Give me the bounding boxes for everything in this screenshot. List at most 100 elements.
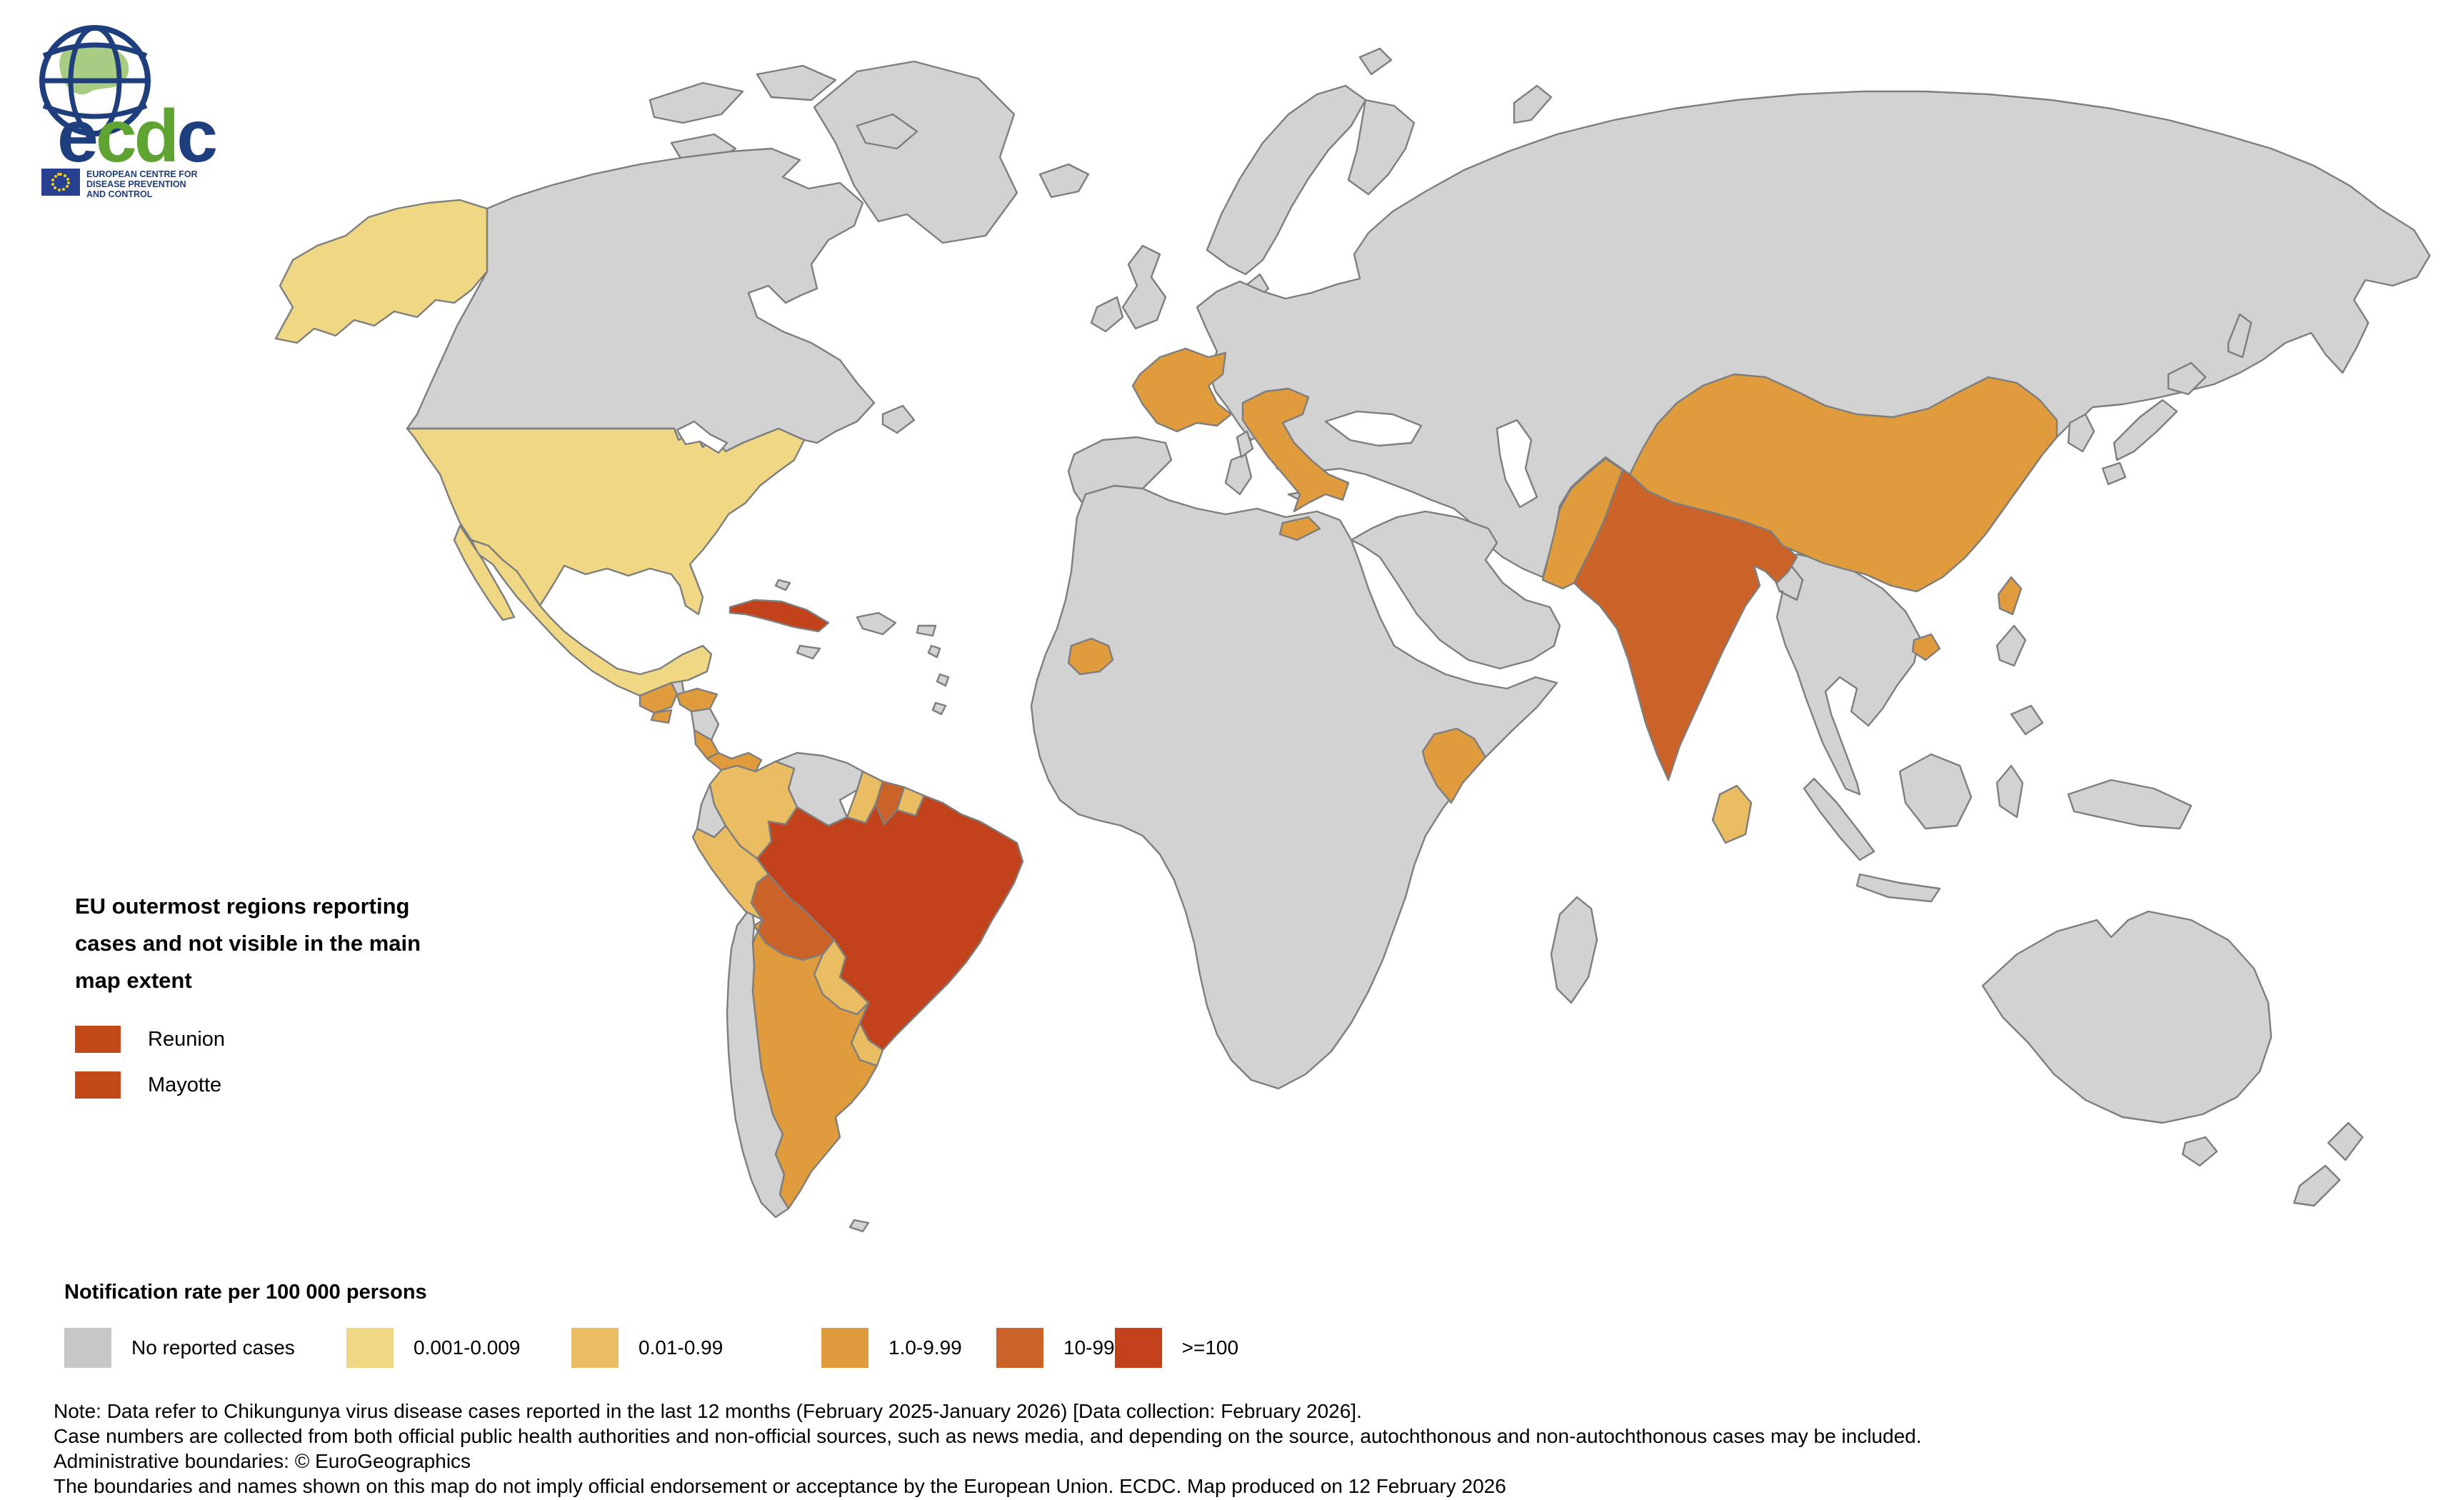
category-label: 10-99 xyxy=(1063,1336,1115,1359)
island-tasmania xyxy=(2181,1136,2218,1167)
logo-subtitle-line2: DISEASE PREVENTION xyxy=(86,179,186,189)
island-sicily xyxy=(1278,516,1321,541)
country-ireland xyxy=(1090,296,1124,333)
legend-item: No reported cases xyxy=(64,1328,346,1368)
island-corsica xyxy=(1236,430,1254,459)
country-china xyxy=(1628,373,2058,593)
new-zealand-south xyxy=(2293,1164,2341,1207)
country-el-salvador xyxy=(650,709,673,724)
inset-title-line: cases and not visible in the main xyxy=(75,931,421,956)
legend-items: No reported cases 0.001-0.009 0.01-0.99 … xyxy=(64,1328,2421,1368)
country-kenya xyxy=(1421,727,1487,804)
logo-subtitle-line3: AND CONTROL xyxy=(86,189,153,199)
indonesia-sumatra xyxy=(1803,777,1875,861)
country-sri-lanka xyxy=(1711,784,1753,844)
legend-item: 1.0-9.99 xyxy=(821,1328,996,1368)
philippines-mindanao xyxy=(2010,704,2044,736)
category-color-swatch xyxy=(571,1328,618,1368)
country-greenland xyxy=(813,60,1018,244)
country-honduras xyxy=(676,687,718,713)
island-novaya-zemlya xyxy=(1513,84,1553,124)
country-taiwan xyxy=(1997,576,2023,616)
legend-item: 10-99 xyxy=(996,1328,1115,1368)
country-italy xyxy=(1241,387,1350,513)
country-japan-honshu xyxy=(2113,399,2178,461)
map-legend: Notification rate per 100 000 persons No… xyxy=(64,1281,2421,1368)
continent-africa xyxy=(1030,484,1558,1090)
category-label: No reported cases xyxy=(131,1336,295,1359)
inset-legend-items: Reunion Mayotte xyxy=(75,1025,532,1099)
country-argentina xyxy=(751,919,878,1210)
map-notes: Note: Data refer to Chikungunya virus di… xyxy=(54,1399,1922,1499)
region-label: Mayotte xyxy=(148,1073,222,1096)
island-antilles xyxy=(927,644,941,659)
category-color-swatch xyxy=(346,1328,394,1368)
canada-arctic-island xyxy=(648,81,744,124)
new-zealand-north xyxy=(2327,1121,2364,1161)
legend-item: 0.01-0.99 xyxy=(571,1328,821,1368)
indonesia-sulawesi xyxy=(1995,764,2024,819)
category-color-swatch xyxy=(1114,1328,1162,1368)
country-guatemala xyxy=(638,681,678,714)
category-label: 1.0-9.99 xyxy=(888,1336,962,1359)
region-baja-california xyxy=(453,524,516,621)
indonesia-borneo xyxy=(1898,753,1973,830)
note-line: Case numbers are collected from both off… xyxy=(54,1425,1922,1447)
ecdc-logo: ecdc EUROPEAN CENTRE FOR DISEASE PREVENT… xyxy=(39,25,219,199)
globe-icon xyxy=(39,25,151,136)
ecdc-wordmark: ecdc xyxy=(57,95,216,178)
legend-item: >=100 xyxy=(1114,1328,1239,1368)
logo-subtitle-line1: EUROPEAN CENTRE FOR xyxy=(86,169,198,179)
inset-title-line: map extent xyxy=(75,968,192,993)
country-cuba xyxy=(728,599,830,633)
caspian-sea xyxy=(1496,419,1538,509)
category-label: >=100 xyxy=(1181,1336,1239,1359)
island-antilles xyxy=(936,673,950,687)
country-iceland xyxy=(1038,163,1090,199)
island-antilles xyxy=(931,701,947,716)
country-madagascar xyxy=(1550,896,1598,1004)
country-france xyxy=(1131,347,1233,433)
country-finland xyxy=(1347,99,1416,196)
legend-title: Notification rate per 100 000 persons xyxy=(64,1281,427,1304)
island-new-guinea xyxy=(2067,779,2193,830)
inset-title-line: EU outermost regions reporting xyxy=(75,894,410,919)
category-color-swatch xyxy=(64,1328,111,1368)
country-canada xyxy=(406,147,876,453)
island-falklands xyxy=(848,1219,870,1233)
canada-arctic-island xyxy=(856,113,918,150)
island-sardinia xyxy=(1224,453,1253,496)
country-japan-hokkaido xyxy=(2167,361,2207,396)
inset-legend: EU outermost regions reporting cases and… xyxy=(75,888,532,1099)
category-label: 0.01-0.99 xyxy=(638,1336,723,1359)
country-united-states xyxy=(406,427,806,616)
country-japan-kyushu xyxy=(2101,461,2127,486)
country-senegal xyxy=(1067,637,1114,676)
note-line: Administrative boundaries: © EuroGeograp… xyxy=(54,1450,471,1472)
region-scandinavia xyxy=(1206,84,1367,276)
island-puerto-rico xyxy=(916,624,937,637)
region-indochina xyxy=(1776,553,1921,796)
country-mexico xyxy=(470,539,713,697)
island-bahamas xyxy=(774,579,791,591)
black-sea xyxy=(1324,410,1423,447)
legend-item: 0.001-0.009 xyxy=(346,1328,571,1368)
island-svalbard xyxy=(1358,47,1393,76)
inset-legend-item: Reunion xyxy=(75,1025,532,1054)
philippines-luzon xyxy=(1995,624,2027,667)
island-jamaica xyxy=(796,644,821,660)
island-sakhalin xyxy=(2227,313,2253,359)
note-line: Note: Data refer to Chikungunya virus di… xyxy=(54,1400,1362,1422)
canada-arctic-island xyxy=(756,64,837,101)
great-lakes xyxy=(676,420,728,454)
category-color-swatch xyxy=(996,1328,1043,1368)
inset-legend-title: EU outermost regions reporting cases and… xyxy=(75,888,532,999)
island-newfoundland xyxy=(881,404,916,434)
category-label: 0.001-0.009 xyxy=(414,1336,521,1359)
region-arabia xyxy=(1350,510,1561,670)
eu-flag-icon xyxy=(41,169,80,196)
note-line: The boundaries and names shown on this m… xyxy=(54,1475,1506,1497)
country-united-kingdom xyxy=(1121,244,1167,330)
island-hainan xyxy=(1911,633,1941,661)
